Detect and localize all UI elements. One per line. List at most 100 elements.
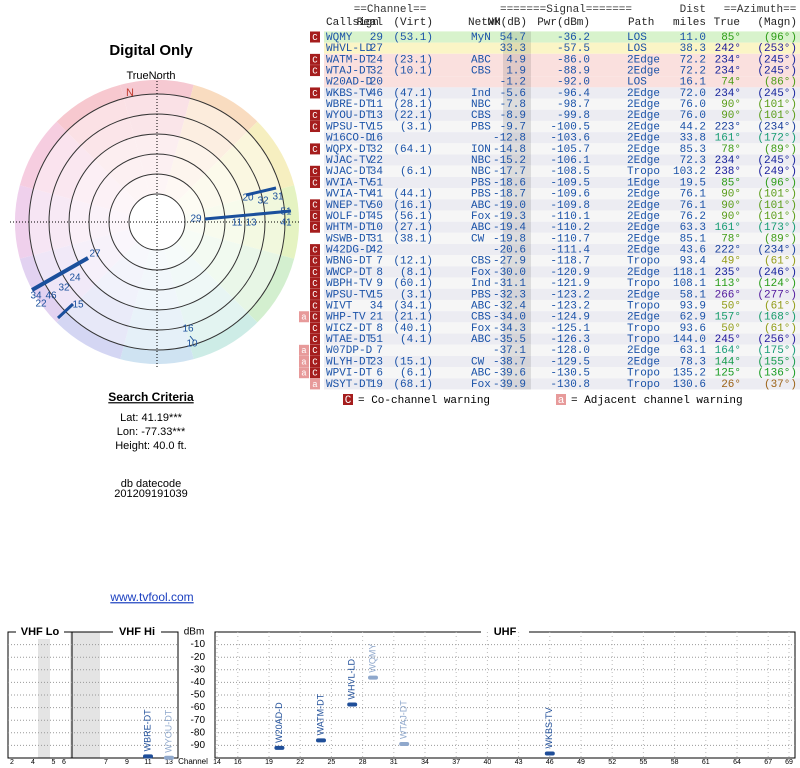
y-tick-label: -10 [191, 639, 206, 650]
row-background [324, 143, 800, 155]
channel-tick-label: 22 [296, 759, 304, 766]
station-label: WYOU-DT [163, 709, 173, 752]
warning-badge [310, 221, 320, 233]
channel-tick-label: 5 [52, 759, 56, 766]
cell: 234° [715, 155, 741, 167]
site-link[interactable]: www.tvfool.com [109, 590, 193, 604]
row-background [324, 367, 800, 379]
cell: WWCP-DT [326, 267, 373, 279]
cell: (28.1) [393, 99, 433, 111]
warning-badge [310, 255, 320, 267]
row-background [324, 244, 800, 256]
cell: (245°) [757, 88, 797, 100]
nm-column-shade [503, 244, 531, 256]
channel-tick-label: 4 [31, 759, 35, 766]
cell: Tropo [627, 166, 660, 178]
nm-column-shade [503, 266, 531, 278]
cell: 238° [715, 166, 741, 178]
warning-badge [310, 87, 320, 99]
compass-sector [56, 222, 157, 360]
cell: -130.5 [550, 368, 590, 380]
station-label: WKBS-TV [544, 707, 554, 748]
column-group: ==Azimuth== [724, 4, 797, 16]
row-background [324, 120, 800, 133]
cell: Tropo [627, 334, 660, 346]
channel-tick-label: 7 [104, 759, 108, 766]
cell: -15.2 [493, 155, 526, 167]
cell: CBS [471, 110, 491, 122]
cell: PBS [471, 289, 491, 301]
cell: -86.0 [557, 54, 590, 66]
row-background [324, 232, 800, 245]
row-background [324, 132, 800, 144]
cell: 29 [370, 32, 383, 44]
cell: -98.7 [557, 99, 590, 111]
cell: 43.6 [680, 245, 706, 257]
nm-column-shade [503, 355, 531, 368]
warning-flag: C [312, 145, 318, 155]
cell: WNEP-TV [326, 200, 373, 212]
cell: 9 [376, 278, 383, 290]
station-label: WQMY [367, 644, 377, 673]
cell: ABC [471, 54, 491, 66]
cell: (6.1) [400, 166, 433, 178]
nm-column-shade [503, 333, 531, 345]
cell: (16.1) [393, 200, 433, 212]
cell: WHVL-LD [326, 43, 373, 55]
cell: 245° [715, 334, 741, 346]
cell: WTAE-DT [326, 334, 373, 346]
channel-tick-label: 58 [671, 759, 679, 766]
channel-tick-label: 28 [359, 759, 367, 766]
warning-flag: C [312, 346, 318, 356]
polar-title: Digital Only [109, 42, 193, 59]
cell: -57.5 [557, 43, 590, 55]
cell: WICZ-DT [326, 323, 373, 335]
cell: 234° [715, 54, 741, 66]
cell: -106.1 [550, 155, 590, 167]
cell: -109.6 [550, 189, 590, 201]
compass-sector [157, 222, 258, 360]
cell: 85° [721, 177, 741, 189]
cell: -121.9 [550, 278, 590, 290]
column-group: =======Signal======= [500, 4, 632, 16]
cell: -5.6 [500, 88, 526, 100]
cell: (15.1) [393, 356, 433, 368]
station-marker [399, 742, 410, 747]
signal-line [31, 256, 89, 292]
channel-label: 15 [72, 300, 84, 311]
cell: (37°) [764, 379, 797, 391]
y-tick-label: -90 [191, 740, 206, 751]
search-lon: Lon: -77.33*** [117, 426, 186, 438]
channel-tick-label: 34 [421, 759, 429, 766]
channel-label: 20 [242, 193, 254, 204]
cell: -110.7 [550, 233, 590, 245]
cell: LOS [627, 77, 647, 89]
cell: -18.6 [493, 177, 526, 189]
cell: -105.7 [550, 144, 590, 156]
warning-badge [310, 378, 320, 390]
channel-tick-label: 46 [546, 759, 554, 766]
warning-flag: C [312, 201, 318, 211]
cell: -7.8 [500, 99, 526, 111]
cell: 2Edge [627, 121, 660, 133]
cell: 45 [370, 211, 383, 223]
cell: 108.1 [673, 278, 706, 290]
compass-sector [157, 222, 295, 323]
station-label: W20AD-D [274, 702, 284, 743]
cell: 103.2 [673, 166, 706, 178]
cell: Fox [471, 211, 491, 223]
warning-flag: C [312, 55, 318, 65]
cell: W42DG-D [326, 245, 373, 257]
cell: 113° [715, 278, 741, 290]
cell: 50° [721, 300, 741, 312]
cell: 63.3 [680, 222, 706, 234]
cell: WYOU-DT [326, 110, 373, 122]
y-axis-label: dBm [184, 627, 205, 638]
cell: 42 [370, 245, 383, 257]
cell: WHTM-DT [326, 222, 373, 234]
channel-tick-label: 13 [165, 759, 173, 766]
warning-badge [310, 143, 320, 155]
cell: 63.1 [680, 345, 707, 357]
warning-flag: C [312, 357, 318, 367]
channel-label: 51 [280, 207, 292, 218]
